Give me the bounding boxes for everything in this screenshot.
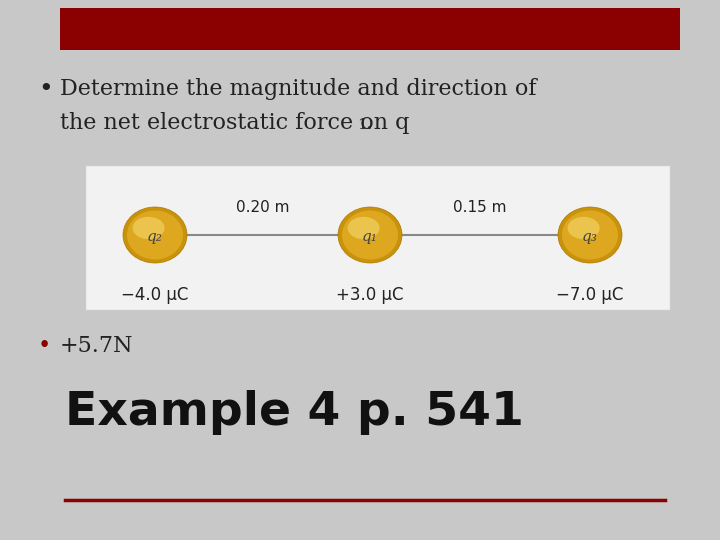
Text: 0.20 m: 0.20 m <box>235 199 289 214</box>
Text: .: . <box>366 112 373 134</box>
Text: •: • <box>38 78 53 101</box>
Bar <box>60 8 680 50</box>
Text: •: • <box>38 335 51 357</box>
Ellipse shape <box>558 207 622 263</box>
Ellipse shape <box>127 211 183 260</box>
Text: +3.0 μC: +3.0 μC <box>336 286 404 304</box>
Text: −7.0 μC: −7.0 μC <box>557 286 624 304</box>
Text: +5.7N: +5.7N <box>60 335 133 357</box>
Ellipse shape <box>338 207 402 263</box>
Text: Example 4 p. 541: Example 4 p. 541 <box>65 390 524 435</box>
Ellipse shape <box>348 217 379 239</box>
Ellipse shape <box>562 211 618 260</box>
Ellipse shape <box>132 217 165 239</box>
Text: Determine the magnitude and direction of: Determine the magnitude and direction of <box>60 78 536 100</box>
Ellipse shape <box>567 217 600 239</box>
Text: q₃: q₃ <box>582 230 598 244</box>
Bar <box>85 165 670 310</box>
Text: 1: 1 <box>358 118 367 132</box>
Text: q₁: q₁ <box>362 230 378 244</box>
Ellipse shape <box>342 211 398 260</box>
Text: the net electrostatic force on q: the net electrostatic force on q <box>60 112 410 134</box>
Text: 0.15 m: 0.15 m <box>454 199 507 214</box>
Text: q₂: q₂ <box>147 230 163 244</box>
Text: −4.0 μC: −4.0 μC <box>121 286 189 304</box>
Ellipse shape <box>123 207 187 263</box>
